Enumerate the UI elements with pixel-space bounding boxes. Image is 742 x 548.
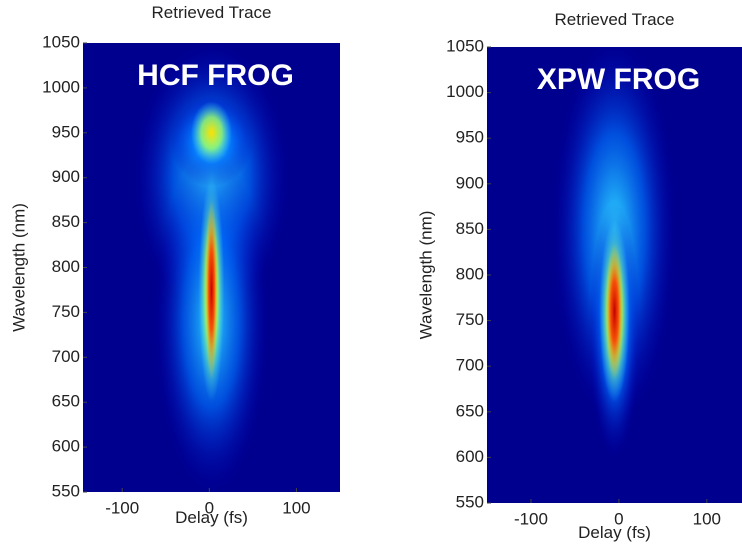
trace-glow <box>205 200 218 380</box>
y-tick-label: 850 <box>52 212 80 231</box>
y-tick-label: 750 <box>52 302 80 321</box>
plot <box>83 43 340 492</box>
y-tick-label: 650 <box>52 392 80 411</box>
y-tick-label: 1050 <box>42 32 80 51</box>
y-tick-label: 1050 <box>446 36 484 55</box>
x-tick-label: 100 <box>693 509 721 528</box>
y-tick-label: 900 <box>456 173 484 192</box>
y-tick-label: 550 <box>456 492 484 511</box>
y-tick-label: 800 <box>52 257 80 276</box>
chart-title: Retrieved Trace <box>152 3 272 22</box>
y-tick-label: 1000 <box>446 82 484 101</box>
y-tick-label: 600 <box>52 437 80 456</box>
annotation: HCF FROG <box>137 59 294 92</box>
y-tick-label: 550 <box>52 481 80 500</box>
y-tick-label: 950 <box>52 122 80 141</box>
x-tick-label: -100 <box>514 509 548 528</box>
y-tick-label: 700 <box>456 356 484 375</box>
y-tick-label: 600 <box>456 447 484 466</box>
x-tick-label: 0 <box>205 498 214 517</box>
y-axis-label: Wavelength (nm) <box>416 211 435 340</box>
y-tick-label: 1000 <box>42 77 80 96</box>
x-tick-label: 0 <box>614 509 623 528</box>
x-tick-label: 100 <box>282 498 310 517</box>
y-tick-label: 950 <box>456 128 484 147</box>
x-axis-label: Delay (fs) <box>578 523 651 542</box>
x-tick-label: -100 <box>105 498 139 517</box>
y-tick-label: 650 <box>456 401 484 420</box>
chart-title: Retrieved Trace <box>555 10 675 29</box>
plot <box>487 47 742 503</box>
y-tick-label: 800 <box>456 264 484 283</box>
trace-glow <box>605 243 624 380</box>
x-axis-label: Delay (fs) <box>175 508 248 527</box>
y-tick-label: 900 <box>52 167 80 186</box>
y-tick-label: 850 <box>456 219 484 238</box>
y-tick-label: 700 <box>52 347 80 366</box>
annotation: XPW FROG <box>537 63 700 96</box>
trace-glow <box>190 101 233 165</box>
y-tick-label: 750 <box>456 310 484 329</box>
y-axis-label: Wavelength (nm) <box>9 203 28 332</box>
